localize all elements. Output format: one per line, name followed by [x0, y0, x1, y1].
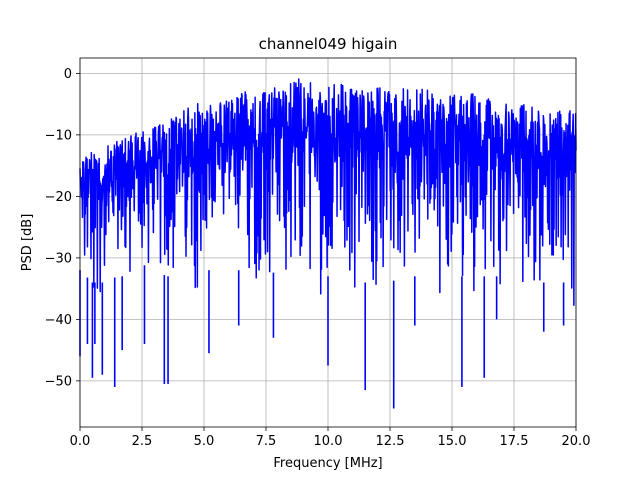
x-tick-label: 15.0	[438, 434, 467, 449]
chart-title: channel049 higain	[259, 35, 398, 53]
ticks: 0.0 2.5 5.0 7.5 10.0 12.5 15.0 17.5 20.0 0 −10 −20 −…	[45, 67, 591, 449]
y-tick-label: 0	[64, 67, 72, 82]
y-axis-label: PSD [dB]	[20, 214, 35, 272]
y-tick-label: −30	[45, 251, 72, 266]
x-tick-label: 0.0	[70, 434, 91, 449]
x-tick-label: 17.5	[500, 434, 529, 449]
x-tick-label: 12.5	[376, 434, 405, 449]
y-tick-label: −10	[45, 128, 72, 143]
x-tick-label: 10.0	[314, 434, 343, 449]
x-tick-label: 5.0	[194, 434, 215, 449]
psd-trace	[79, 78, 577, 307]
y-tick-label: −40	[45, 313, 72, 328]
y-tick-label: −50	[45, 374, 72, 389]
x-tick-label: 2.5	[132, 434, 153, 449]
x-tick-label: 20.0	[562, 434, 591, 449]
x-axis-label: Frequency [MHz]	[273, 456, 382, 471]
y-tick-label: −20	[45, 190, 72, 205]
data-layer	[79, 78, 577, 409]
x-tick-label: 7.5	[256, 434, 277, 449]
